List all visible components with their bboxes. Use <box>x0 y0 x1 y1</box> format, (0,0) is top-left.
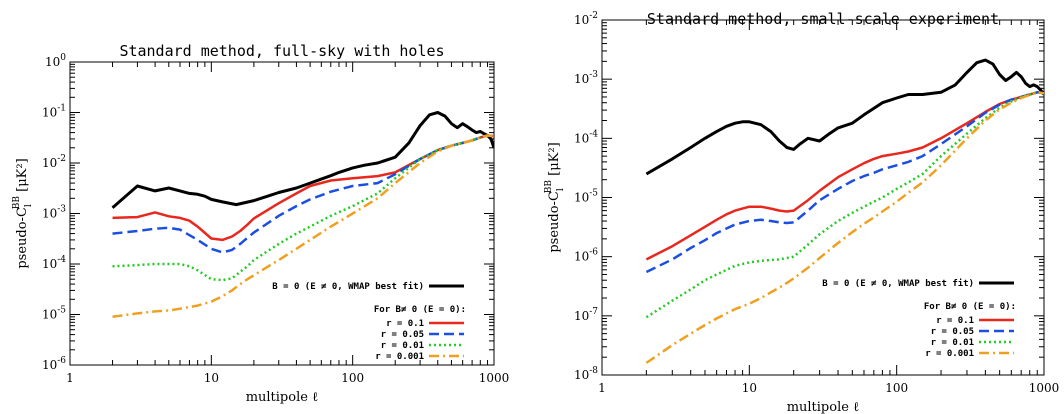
y-tick-label: 10-2 <box>42 154 66 170</box>
y-axis-label: pseudo-ClBB [μK²] <box>544 142 566 252</box>
legend-label: r = 0.01 <box>381 341 424 351</box>
x-axis-label: multipole ℓ <box>246 390 319 405</box>
x-tick-label: 1 <box>66 371 74 385</box>
y-tick-label: 10-4 <box>574 129 598 145</box>
y-tick-label: 10-2 <box>574 11 598 27</box>
y-tick-label: 10-3 <box>574 70 598 86</box>
legend-label: r = 0.001 <box>925 349 974 359</box>
series-line-5 <box>112 134 494 319</box>
y-tick-label: 10-1 <box>42 104 66 120</box>
series-line-3 <box>112 134 494 254</box>
legend-label: r = 0.1 <box>936 316 974 326</box>
chart-title: Standard method, small-scale experiment <box>647 10 999 28</box>
legend-heading: For B≠ 0 (E = 0): <box>374 305 466 315</box>
legend-label: r = 0.1 <box>386 319 424 329</box>
legend-label: r = 0.05 <box>381 330 424 340</box>
y-tick-label: 10-6 <box>42 356 66 372</box>
x-tick-label: 10 <box>742 381 757 395</box>
series-line-5 <box>645 91 1044 364</box>
y-tick-label: 100 <box>45 53 66 69</box>
legend-label: r = 0.05 <box>931 327 974 337</box>
x-tick-label: 1000 <box>479 371 510 385</box>
legend-label: B = 0 (E ≠ 0, WMAP best fit) <box>822 278 974 289</box>
legend-label: r = 0.001 <box>375 352 424 362</box>
x-tick-label: 10 <box>204 371 219 385</box>
series-line-2 <box>645 91 1044 261</box>
x-tick-label: 1 <box>598 381 606 395</box>
y-tick-label: 10-5 <box>574 189 598 205</box>
chart-panel-2: Standard method, small-scale experiment 1… <box>544 10 1059 414</box>
y-tick-label: 10-8 <box>574 366 598 382</box>
x-tick-label: 1000 <box>1029 381 1060 395</box>
x-tick-label: 100 <box>885 381 908 395</box>
series-line-3 <box>645 91 1044 274</box>
legend-label: r = 0.01 <box>931 338 974 348</box>
legend-heading: For B≠ 0 (E = 0): <box>924 302 1016 312</box>
y-axis-label: pseudo-ClBB [μK²] <box>12 158 34 268</box>
y-tick-label: 10-4 <box>42 255 66 271</box>
series-line-4 <box>112 134 494 282</box>
legend-label: B = 0 (E ≠ 0, WMAP best fit) <box>272 281 424 292</box>
y-tick-label: 10-6 <box>574 248 598 264</box>
series-line-4 <box>645 91 1044 319</box>
chart-panel-1: Standard method, full-sky with holes 1 10 1… <box>12 42 509 405</box>
x-axis-label: multipole ℓ <box>787 400 860 414</box>
chart-title: Standard method, full-sky with holes <box>119 42 444 60</box>
series-line-1 <box>111 111 494 209</box>
x-tick-label: 100 <box>341 371 364 385</box>
y-tick-label: 10-3 <box>42 205 66 221</box>
y-tick-label: 10-7 <box>574 307 598 323</box>
series-line-1 <box>645 58 1044 176</box>
y-tick-label: 10-5 <box>42 306 66 322</box>
